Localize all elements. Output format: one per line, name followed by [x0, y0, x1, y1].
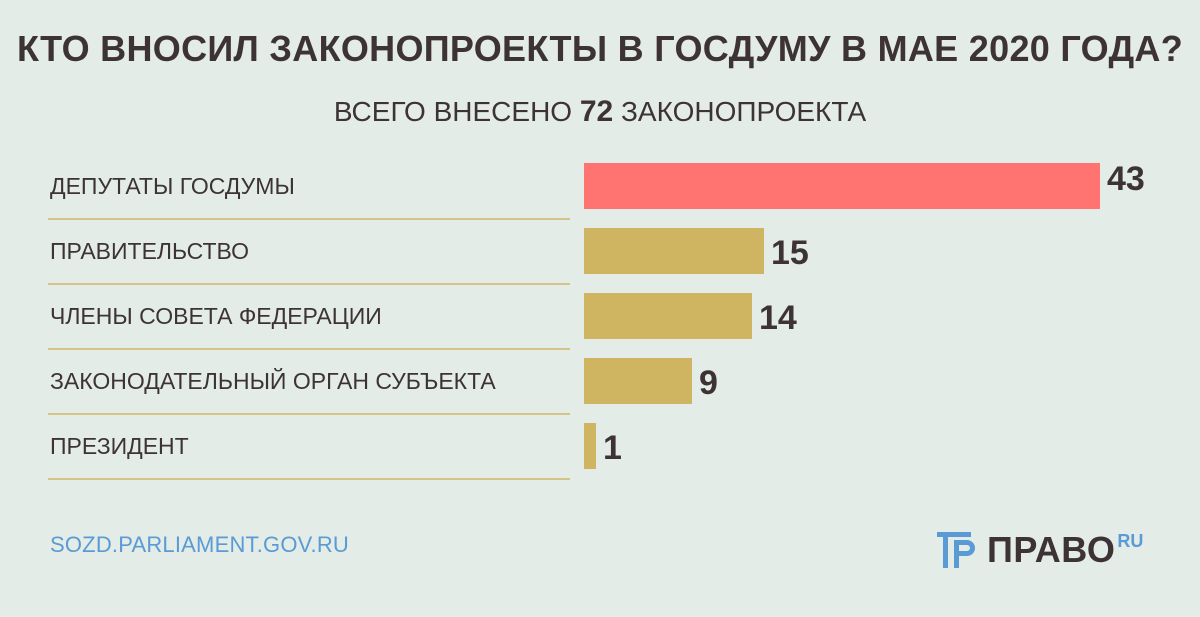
- category-label: ПРЕЗИДЕНТ: [50, 433, 189, 459]
- bar: [584, 163, 1100, 209]
- data-label: 1: [603, 429, 622, 467]
- pravo-logo-icon: [937, 532, 975, 568]
- data-label: 43: [1107, 160, 1145, 198]
- subtitle-total: 72: [579, 95, 614, 128]
- chart-subtitle: ВСЕГО ВНЕСЕНО 72 ЗАКОНОПРОЕКТА: [0, 95, 1200, 129]
- data-label: 9: [699, 364, 718, 402]
- logo-suffix: RU: [1117, 531, 1144, 551]
- subtitle-suffix: ЗАКОНОПРОЕКТА: [621, 96, 867, 127]
- logo-text: ПРАВО: [987, 529, 1116, 570]
- category-label: ПРАВИТЕЛЬСТВО: [50, 238, 249, 264]
- category-label: ДЕПУТАТЫ ГОСДУМЫ: [50, 173, 295, 199]
- category-label: ЧЛЕНЫ СОВЕТА ФЕДЕРАЦИИ: [50, 303, 382, 329]
- source-link[interactable]: SOZD.PARLIAMENT.GOV.RU: [50, 532, 350, 557]
- subtitle-prefix: ВСЕГО ВНЕСЕНО: [333, 96, 573, 127]
- bar: [584, 358, 692, 404]
- bar: [584, 293, 752, 339]
- bar: [584, 228, 764, 274]
- bar: [584, 423, 596, 469]
- pravo-ru-logo[interactable]: ПРАВО RU: [937, 530, 1143, 570]
- data-label: 15: [771, 234, 809, 272]
- category-label: ЗАКОНОДАТЕЛЬНЫЙ ОРГАН СУБЪЕКТА: [50, 367, 496, 394]
- data-label: 14: [759, 299, 797, 337]
- chart-title: КТО ВНОСИЛ ЗАКОНОПРОЕКТЫ В ГОСДУМУ В МАЕ…: [17, 28, 1183, 69]
